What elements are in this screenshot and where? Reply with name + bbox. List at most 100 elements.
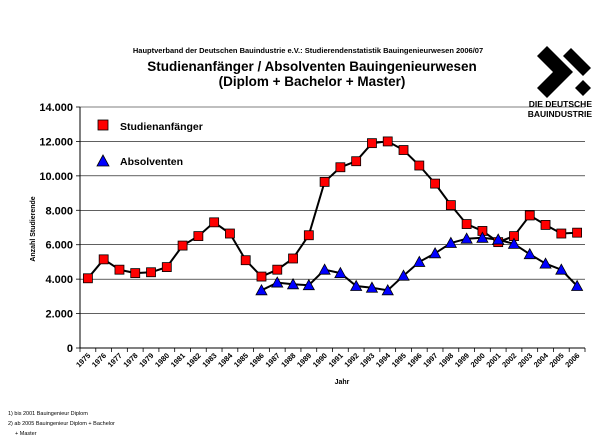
x-tick-label: 1995 <box>390 351 408 369</box>
point-studienanfaenger-1981 <box>177 240 188 251</box>
x-tick-label: 1994 <box>374 350 393 369</box>
point-absolventen-2004 <box>539 257 552 269</box>
x-tick-label: 1985 <box>232 351 250 369</box>
x-tick-label: 1991 <box>327 351 345 369</box>
x-tick-label: 1997 <box>421 351 439 369</box>
point-studienanfaenger-1990 <box>319 176 330 187</box>
y-axis-ticks: 0 2.000 4.000 6.000 8.000 10.000 12.000 14.000 <box>39 102 80 355</box>
x-tick-label: 1993 <box>358 351 376 369</box>
x-tick-label: 1990 <box>311 351 329 369</box>
point-absolventen-2001 <box>492 233 505 245</box>
y-tick-label: 8.000 <box>45 205 73 217</box>
y-tick-label: 2.000 <box>45 309 73 321</box>
point-studienanfaenger-1984 <box>225 228 235 239</box>
y-tick-label: 12.000 <box>39 136 73 148</box>
logo-text-line2: BAUINDUSTRIE <box>528 109 593 119</box>
y-tick-label: 14.000 <box>39 102 73 114</box>
legend-label-absolventen: Absolventen <box>120 156 183 168</box>
axes <box>79 107 585 349</box>
point-studienanfaenger-1998 <box>445 200 456 211</box>
x-tick-label: 1983 <box>200 351 218 369</box>
point-absolventen-1997 <box>428 246 442 259</box>
point-absolventen-1986 <box>255 284 268 296</box>
x-tick-label: 1988 <box>279 351 297 369</box>
x-tick-label: 1998 <box>437 351 455 369</box>
point-studienanfaenger-1999 <box>461 219 472 229</box>
gridlines <box>80 106 585 314</box>
point-studienanfaenger-1991 <box>335 162 346 173</box>
footnote-2: 2) ab 2005 Bauingenieur Diplom + Bachelo… <box>8 421 115 427</box>
point-absolventen-2002 <box>507 237 521 249</box>
x-tick-label: 1996 <box>406 351 424 369</box>
point-absolventen-1991 <box>334 266 347 279</box>
point-studienanfaenger-1980 <box>161 262 172 272</box>
legend-label-studienanfaenger: Studienanfänger <box>120 121 203 133</box>
point-studienanfaenger-1997 <box>430 178 440 189</box>
x-tick-label: 1992 <box>342 351 360 369</box>
x-tick-label: 1999 <box>453 351 471 369</box>
point-studienanfaenger-2005 <box>556 228 567 239</box>
point-absolventen-1999 <box>460 232 473 244</box>
point-studienanfaenger-1986 <box>256 271 267 282</box>
point-studienanfaenger-1992 <box>351 156 362 167</box>
y-tick-label: 0 <box>67 343 73 355</box>
x-tick-label: 2000 <box>469 351 487 369</box>
x-tick-label: 1976 <box>90 351 108 369</box>
point-absolventen-1998 <box>444 236 458 248</box>
x-tick-label: 2004 <box>532 350 551 369</box>
x-axis-ticks: 1975197619771978197919801981198219831984… <box>74 348 586 369</box>
point-absolventen-2000 <box>476 231 489 243</box>
x-tick-label: 1987 <box>264 351 282 369</box>
point-studienanfaenger-1983 <box>209 217 220 228</box>
y-tick-label: 10.000 <box>39 171 73 183</box>
x-tick-label: 2003 <box>516 351 534 369</box>
point-studienanfaenger-1989 <box>303 230 314 241</box>
point-absolventen-2003 <box>523 247 536 260</box>
x-tick-label: 1975 <box>74 351 92 369</box>
x-tick-label: 1982 <box>185 351 203 369</box>
point-absolventen-2005 <box>555 263 568 275</box>
point-studienanfaenger-1982 <box>193 231 204 242</box>
x-tick-label: 1978 <box>121 351 139 369</box>
legend: Studienanfänger Absolventen <box>96 119 203 168</box>
x-tick-label: 1979 <box>137 351 155 369</box>
x-axis-label: Jahr <box>335 379 350 386</box>
point-studienanfaenger-1979 <box>146 267 156 278</box>
point-absolventen-1994 <box>381 284 394 296</box>
point-studienanfaenger-2004 <box>540 220 551 230</box>
point-absolventen-1995 <box>397 269 410 281</box>
bauindustrie-logo: DIE DEUTSCHE BAUINDUSTRIE <box>528 46 593 119</box>
x-tick-label: 2002 <box>500 351 518 369</box>
point-absolventen-1992 <box>349 279 363 291</box>
chart-title-line2: (Diplom + Bachelor + Master) <box>219 74 406 89</box>
point-studienanfaenger-1985 <box>240 255 251 266</box>
point-studienanfaenger-1977 <box>114 264 125 275</box>
point-studienanfaenger-1995 <box>398 145 409 155</box>
legend-square-marker <box>97 119 109 131</box>
point-absolventen-1988 <box>286 277 300 290</box>
point-studienanfaenger-1996 <box>414 160 425 171</box>
point-absolventen-1989 <box>302 278 316 291</box>
point-studienanfaenger-1994 <box>382 136 393 147</box>
x-tick-label: 1977 <box>106 351 124 369</box>
point-studienanfaenger-1987 <box>272 264 283 275</box>
legend-triangle-marker <box>96 154 110 167</box>
point-absolventen-1996 <box>413 255 426 267</box>
chart-supertitle: Hauptverband der Deutschen Bauindustrie … <box>133 46 483 55</box>
point-studienanfaenger-1976 <box>98 254 109 265</box>
x-tick-label: 1986 <box>248 351 266 369</box>
point-absolventen-1993 <box>365 281 379 293</box>
chart-title-line1: Studienanfänger / Absolventen Bauingenie… <box>147 59 477 74</box>
footnote-1: 1) bis 2001 Bauingenieur Diplom <box>8 411 88 417</box>
point-studienanfaenger-1993 <box>367 138 377 149</box>
point-studienanfaenger-2003 <box>524 210 535 221</box>
x-tick-label: 2005 <box>548 351 566 369</box>
x-tick-label: 1980 <box>153 351 171 369</box>
x-tick-label: 1984 <box>216 350 235 369</box>
x-tick-label: 2006 <box>563 351 581 369</box>
logo-chevron-icon <box>537 46 591 98</box>
x-tick-label: 1989 <box>295 351 313 369</box>
point-studienanfaenger-1978 <box>130 268 141 279</box>
y-tick-label: 6.000 <box>45 240 73 252</box>
